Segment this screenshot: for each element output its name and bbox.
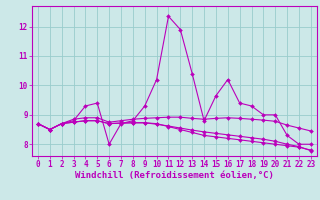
X-axis label: Windchill (Refroidissement éolien,°C): Windchill (Refroidissement éolien,°C)	[75, 171, 274, 180]
